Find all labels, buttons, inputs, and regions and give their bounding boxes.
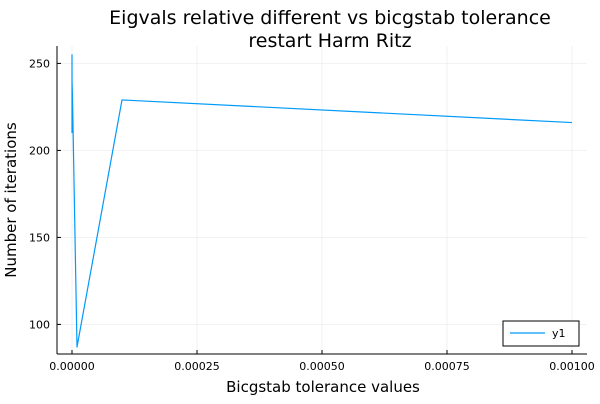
y-axis-label: Number of iterations — [2, 122, 20, 278]
x-axis-label: Bicgstab tolerance values — [226, 378, 420, 396]
y-tick-label: 150 — [29, 231, 50, 244]
x-tick-label: 0.00025 — [174, 360, 220, 373]
legend: y1 — [502, 320, 580, 347]
chart-title-line-1: Eigvals relative different vs bicgstab t… — [109, 7, 551, 29]
ticks: 0.00000 0.00025 0.00050 0.00075 0.00100 100 15… — [29, 57, 595, 373]
y-tick-label: 200 — [29, 144, 50, 157]
series-line-y1 — [71, 54, 573, 348]
x-tick-label: 0.00050 — [299, 360, 345, 373]
y-tick-label: 100 — [29, 318, 50, 331]
series — [71, 54, 573, 348]
y-tick-label: 250 — [29, 57, 50, 70]
x-tick-label: 0.00100 — [549, 360, 595, 373]
legend-label-y1: y1 — [552, 327, 566, 340]
grid — [57, 46, 587, 354]
chart-title-line-2: restart Harm Ritz — [248, 30, 411, 52]
x-tick-label: 0.00075 — [424, 360, 470, 373]
x-tick-label: 0.00000 — [49, 360, 95, 373]
